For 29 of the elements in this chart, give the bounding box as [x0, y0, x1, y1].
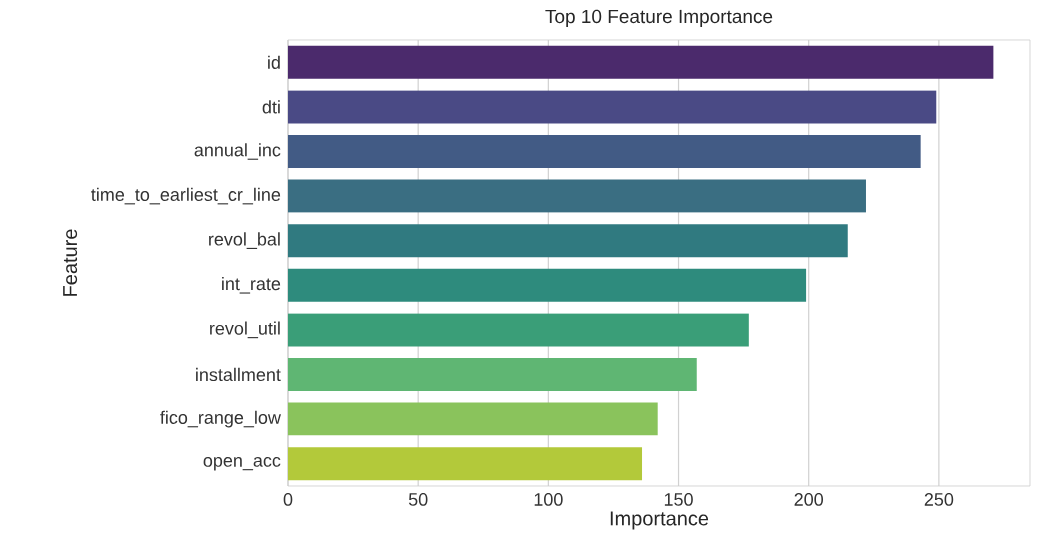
bar	[288, 45, 994, 79]
x-tick-label: 0	[283, 493, 293, 506]
bar	[288, 313, 749, 347]
x-tick-label: 200	[794, 493, 824, 506]
y-tick-label: installment	[196, 367, 281, 382]
x-tick-label: 150	[664, 493, 693, 506]
bar	[288, 357, 697, 391]
y-tick-label: dti	[262, 100, 280, 114]
y-tick-label: time_to_earliest_cr_line	[91, 187, 281, 205]
bar	[288, 224, 848, 258]
chart-title: Top 10 Feature Importance	[545, 9, 773, 27]
y-tick-label: id	[268, 55, 280, 69]
bar	[288, 447, 643, 481]
bar	[288, 134, 921, 168]
bar	[288, 402, 658, 436]
y-tick-label: int_rate	[222, 276, 281, 294]
bar	[288, 179, 866, 213]
x-tick-label: 100	[534, 493, 563, 506]
bar	[288, 90, 937, 124]
x-tick-label: 250	[924, 493, 954, 506]
x-tick-label: 50	[408, 493, 428, 506]
y-tick-label: revol_bal	[209, 232, 280, 249]
y-axis-title: Feature	[63, 229, 78, 296]
bar	[288, 268, 807, 302]
y-tick-label: annual_inc	[194, 143, 281, 160]
y-tick-label: fico_range_low	[160, 410, 281, 428]
y-tick-label: open_acc	[203, 456, 281, 471]
y-tick-label: revol_util	[210, 321, 280, 339]
x-axis-title: Importance	[610, 511, 709, 530]
